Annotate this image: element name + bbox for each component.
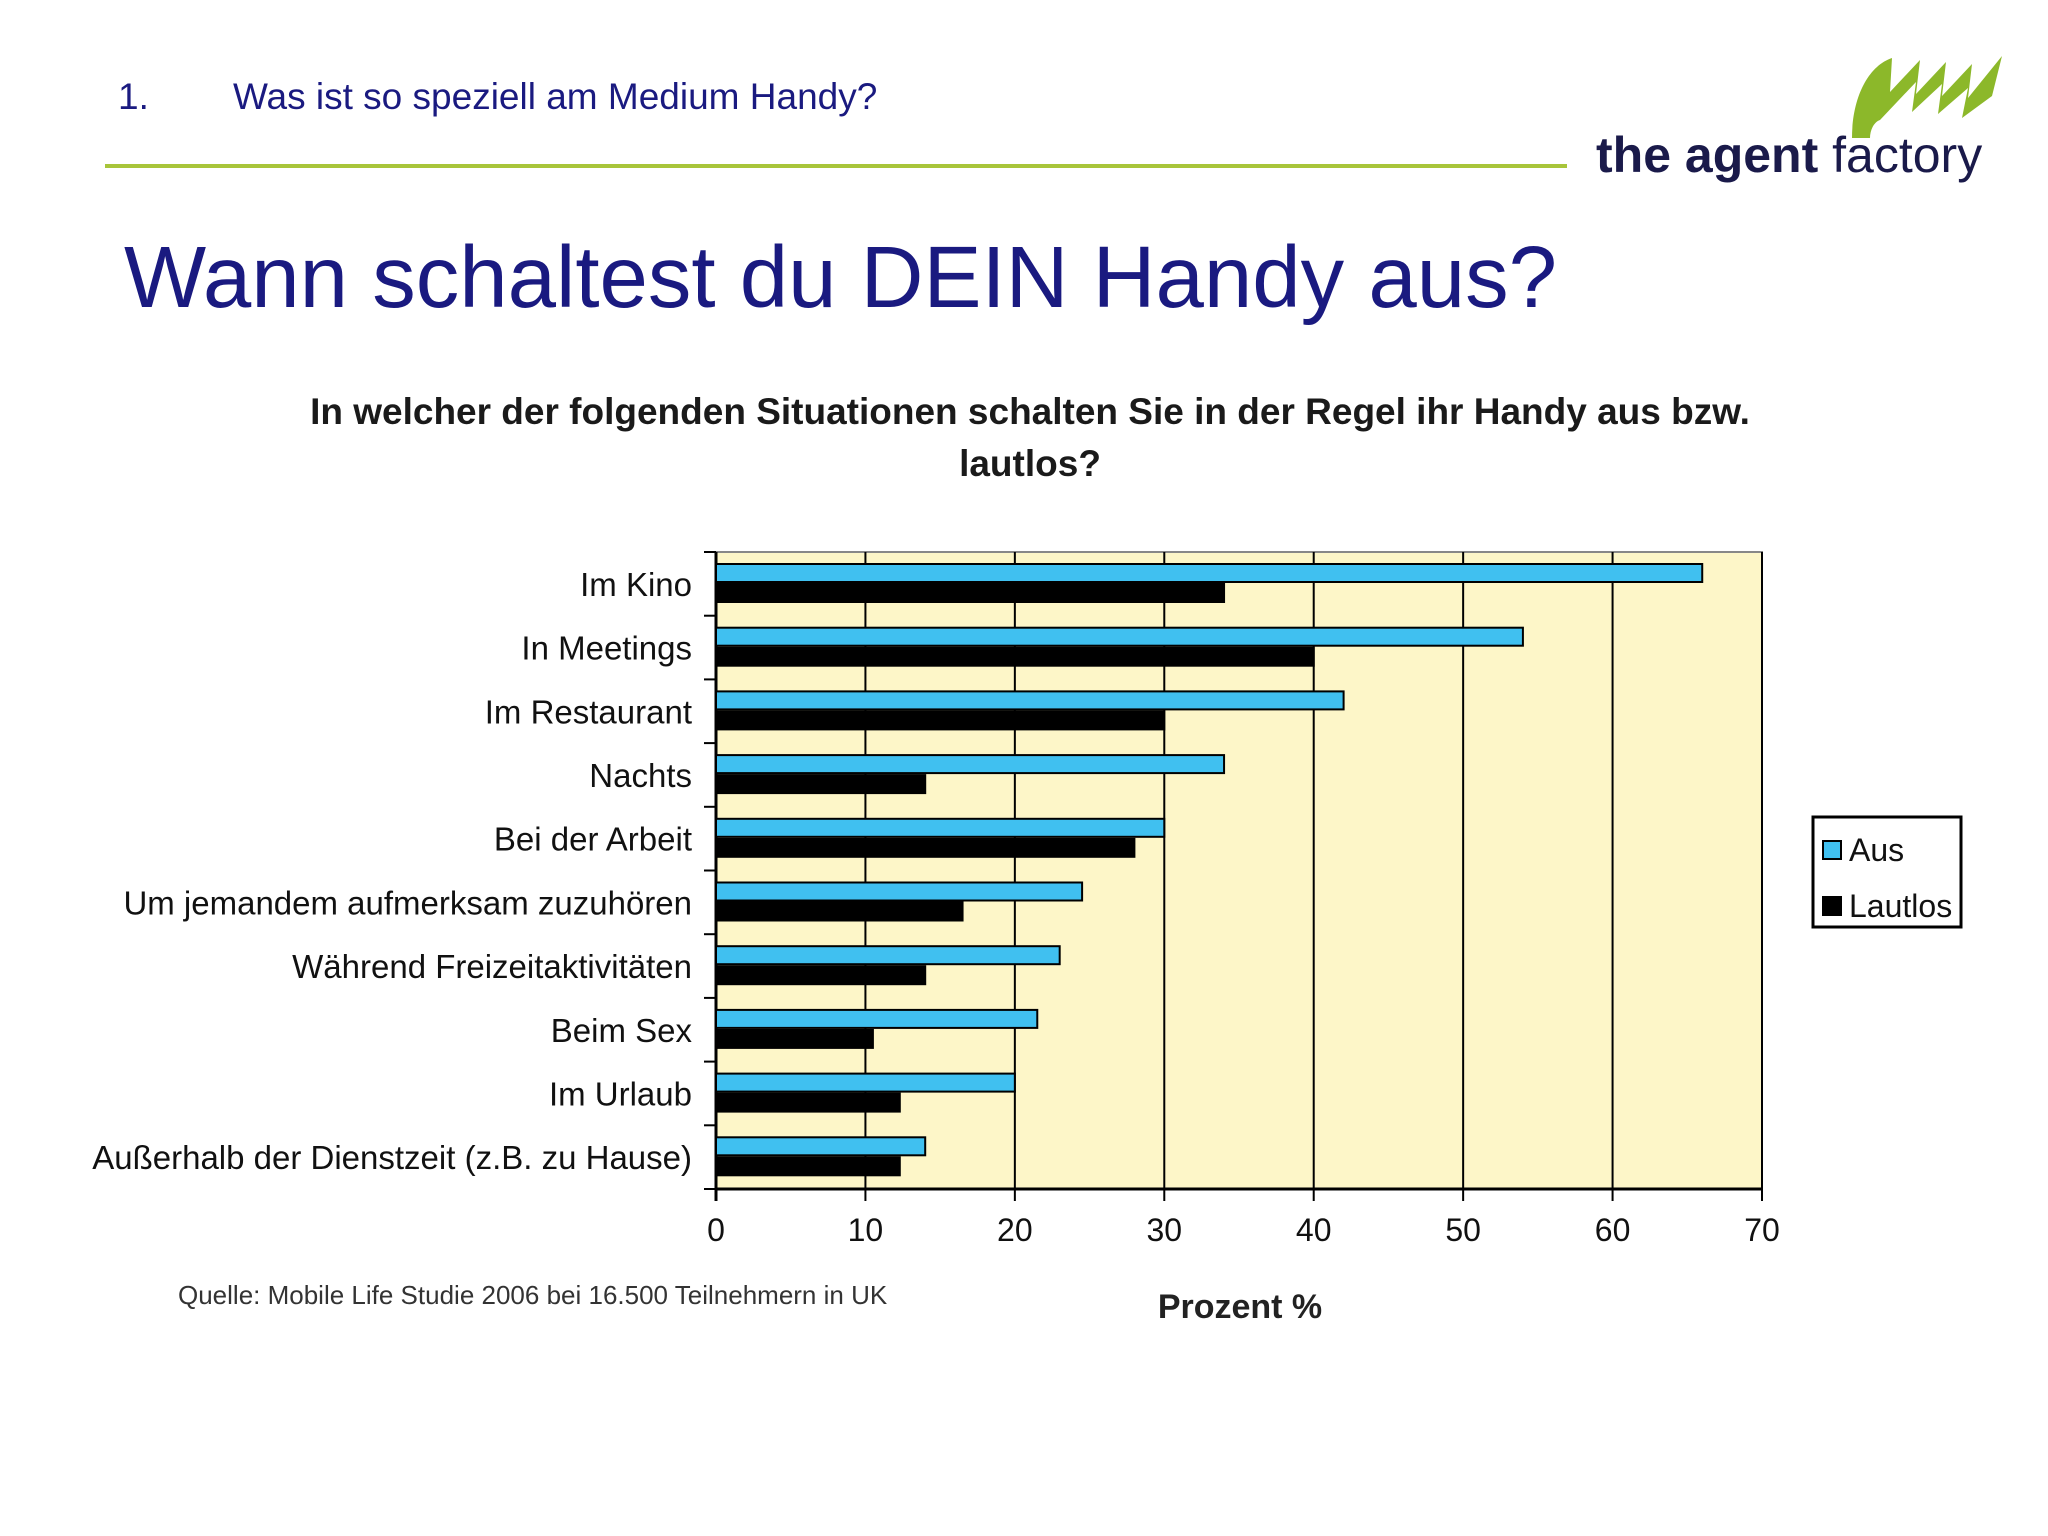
bar-aus xyxy=(715,817,1166,838)
category-label: Im Restaurant xyxy=(485,693,692,730)
bar-lautlos xyxy=(715,583,1226,603)
bar-lautlos xyxy=(715,1156,901,1177)
category-label: Im Kino xyxy=(580,566,692,603)
legend-label: Lautlos xyxy=(1849,888,1952,924)
bar-aus xyxy=(715,690,1345,711)
agent-factory-logo-icon xyxy=(1852,56,2002,138)
x-axis-label: Prozent % xyxy=(1158,1288,1322,1326)
header-rule xyxy=(105,164,1567,168)
bar-lautlos xyxy=(715,837,1136,858)
source-note: Quelle: Mobile Life Studie 2006 bei 16.5… xyxy=(178,1280,888,1310)
category-label: Bei der Arbeit xyxy=(494,821,692,858)
section-number: 1. xyxy=(118,76,149,117)
bar-lautlos xyxy=(715,1092,901,1113)
bar-lautlos xyxy=(715,774,927,795)
x-tick-label: 60 xyxy=(1595,1212,1631,1248)
x-tick-label: 0 xyxy=(707,1212,725,1248)
category-label: Nachts xyxy=(589,757,692,794)
bar-aus xyxy=(715,1072,1016,1093)
bar-aus xyxy=(715,754,1226,775)
bar-aus xyxy=(715,945,1061,966)
x-tick-label: 30 xyxy=(1146,1212,1182,1248)
logo-wordmark: the agent factory xyxy=(1596,126,1982,184)
bar-aus xyxy=(715,1008,1039,1029)
logo-text-bold: the agent xyxy=(1596,127,1819,183)
bar-lautlos xyxy=(715,1028,874,1049)
category-label: Im Urlaub xyxy=(549,1075,692,1112)
legend-swatch xyxy=(1822,840,1842,860)
bar-lautlos xyxy=(715,965,927,986)
bar-lautlos xyxy=(715,901,964,922)
x-tick-label: 20 xyxy=(997,1212,1033,1248)
bar-aus xyxy=(715,881,1084,902)
category-label: Außerhalb der Dienstzeit (z.B. zu Hause) xyxy=(92,1139,692,1176)
bar-aus xyxy=(715,1136,927,1157)
x-tick-label: 50 xyxy=(1445,1212,1481,1248)
x-tick-label: 70 xyxy=(1744,1212,1780,1248)
category-label: Beim Sex xyxy=(551,1012,693,1049)
legend-swatch xyxy=(1822,896,1842,916)
logo-text-light: factory xyxy=(1832,127,1983,183)
bar-lautlos xyxy=(715,646,1315,667)
x-tick-label: 40 xyxy=(1296,1212,1332,1248)
bar-lautlos xyxy=(715,710,1166,731)
page-title: Wann schaltest du DEIN Handy aus? xyxy=(124,229,1557,326)
bar-aus xyxy=(715,626,1524,647)
category-label: In Meetings xyxy=(521,630,692,667)
category-label: Während Freizeitaktivitäten xyxy=(292,948,692,985)
section-title: Was ist so speziell am Medium Handy? xyxy=(233,76,878,117)
chart-title: In welcher der folgenden Situationen sch… xyxy=(310,391,1750,484)
bar-aus xyxy=(715,563,1704,583)
legend-label: Aus xyxy=(1849,832,1904,868)
x-tick-label: 10 xyxy=(848,1212,884,1248)
category-label: Um jemandem aufmerksam zuzuhören xyxy=(123,884,692,921)
